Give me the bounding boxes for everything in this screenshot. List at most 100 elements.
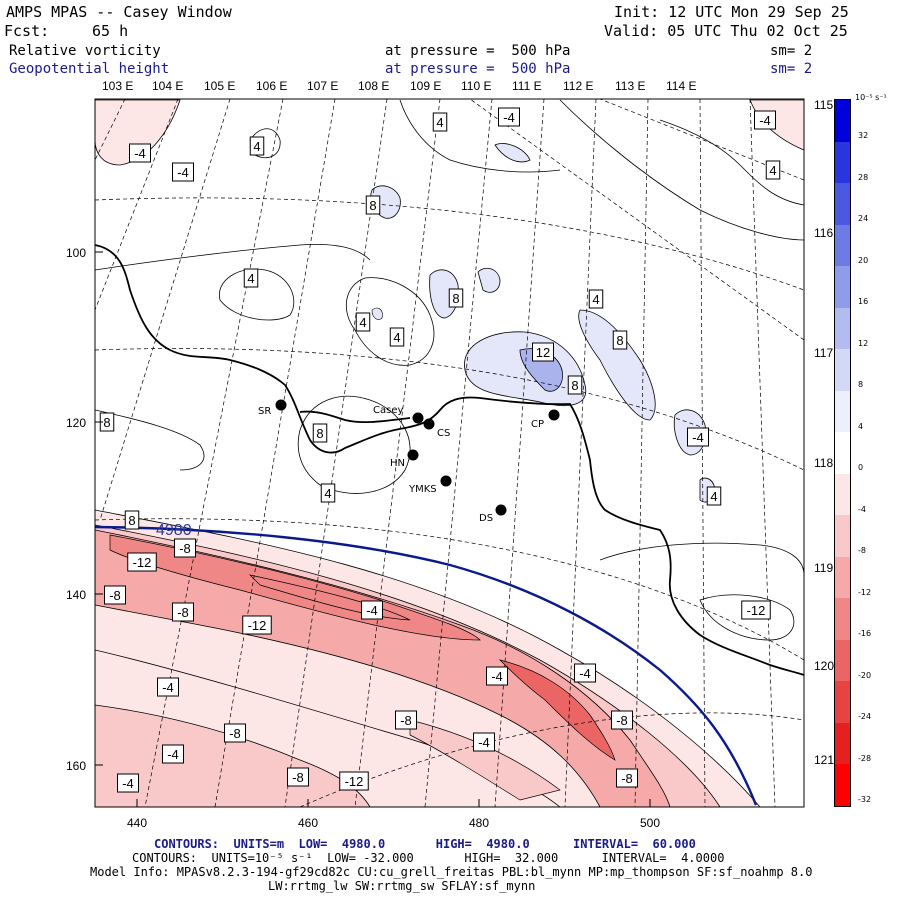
- vorticity-label-box: [242, 615, 272, 635]
- model-info: Model Info: MPASv8.2.3-194-gf29cd82c CU:…: [90, 865, 813, 879]
- vorticity-label: -4: [759, 113, 771, 128]
- vorticity-label: -8: [616, 713, 628, 728]
- station-label: DS: [479, 513, 493, 524]
- forecast-hours: 65 h: [92, 22, 129, 40]
- vorticity-label-box: [448, 288, 464, 308]
- bottom-axis-label: 480: [469, 816, 489, 830]
- colorbar-tick-label: -16: [858, 629, 872, 638]
- colorbar-tick-label: 16: [858, 297, 869, 306]
- colorbar-tick-label: -32: [858, 795, 872, 804]
- vorticity-label-box: [129, 143, 151, 163]
- vorticity-label: -4: [503, 110, 515, 125]
- vorticity-label-box: [616, 768, 638, 788]
- contours-height-info: CONTOURS: UNITS=m LOW= 4980.0 HIGH= 4980…: [154, 837, 696, 851]
- vorticity-label-box: [486, 666, 508, 686]
- vorticity-label-box: [243, 268, 259, 288]
- vorticity-label-box: [287, 767, 309, 787]
- colorbar-tick-label: 4: [858, 421, 864, 431]
- vorticity-label: -4: [491, 669, 503, 684]
- vorticity-label-box: [498, 107, 520, 127]
- colorbar-segment: [835, 639, 850, 682]
- station-label: HN: [390, 458, 405, 469]
- vorticity-label: 4: [253, 139, 260, 154]
- vorticity-label: 4: [592, 292, 599, 307]
- vorticity-label: -8: [229, 726, 241, 741]
- colorbar-segment: [835, 764, 850, 807]
- vorticity-label: -8: [292, 770, 304, 785]
- vorticity-label-box: [174, 538, 196, 558]
- station-marker: [548, 409, 560, 421]
- forecast-label: Fcst:: [4, 22, 50, 40]
- station-marker: [423, 418, 435, 430]
- colorbar-segment: [835, 307, 850, 350]
- vorticity-label-box: [432, 112, 448, 132]
- vorticity-label-box: [567, 375, 583, 395]
- top-longitude-label: 110 E: [461, 79, 492, 93]
- vorticity-label: -12: [133, 555, 152, 570]
- vorticity-label-box: [765, 160, 781, 180]
- vorticity-label-box: [389, 327, 405, 347]
- vorticity-label-box: [574, 663, 596, 683]
- vorticity-label-box: [172, 162, 194, 182]
- station-marker: [440, 475, 452, 487]
- field1-smoothing: sm= 2: [770, 43, 813, 59]
- colorbar-tick-label: 28: [858, 172, 869, 182]
- vorticity-label-box: [127, 552, 157, 572]
- top-longitude-label: 103 E: [102, 79, 134, 93]
- vorticity-label: 8: [571, 378, 578, 393]
- vorticity-label-box: [124, 510, 140, 530]
- bottom-axis-label: 460: [298, 816, 318, 830]
- station-label: CP: [531, 419, 544, 430]
- vorticity-label: 8: [452, 291, 459, 306]
- colorbar: [834, 99, 851, 807]
- vorticity-label: -4: [177, 165, 189, 180]
- vorticity-label-box: [395, 710, 417, 730]
- colorbar-segment: [835, 432, 850, 475]
- colorbar-tick-label: -8: [858, 546, 866, 555]
- vorticity-label: -4: [122, 776, 134, 791]
- colorbar-tick-label: -28: [858, 753, 872, 763]
- vorticity-label: -8: [179, 541, 191, 556]
- top-longitude-label: 107 E: [307, 79, 339, 93]
- colorbar-tick-label: -20: [858, 670, 872, 680]
- vorticity-label: 12: [536, 345, 550, 360]
- vorticity-label: -12: [248, 618, 267, 633]
- vorticity-label-box: [355, 312, 371, 332]
- vorticity-label-box: [117, 773, 139, 793]
- left-axis-label: 160: [66, 759, 86, 773]
- left-axis-label: 100: [66, 246, 86, 260]
- colorbar-segment: [835, 349, 850, 392]
- colorbar-segment: [835, 183, 850, 226]
- model-info-physics: LW:rrtmg_lw SW:rrtmg_sw SFLAY:sf_mynn: [268, 879, 536, 893]
- vorticity-label: 4: [324, 486, 331, 501]
- vorticity-label-box: [104, 585, 126, 605]
- bottom-axis-label: 440: [127, 816, 147, 830]
- vorticity-label: -4: [579, 666, 591, 681]
- colorbar-segment: [835, 224, 850, 267]
- field2-smoothing: sm= 2: [770, 61, 813, 77]
- station-marker: [412, 412, 424, 424]
- station-marker: [275, 399, 287, 411]
- vorticity-label: -4: [366, 603, 378, 618]
- valid-time: Valid: 05 UTC Thu 02 Oct 25: [604, 22, 848, 40]
- station-marker: [407, 449, 419, 461]
- vorticity-label-box: [365, 195, 381, 215]
- top-longitude-label: 105 E: [204, 79, 236, 93]
- colorbar-segment: [835, 515, 850, 558]
- station-label: SR: [258, 406, 271, 417]
- top-longitude-label: 109 E: [410, 79, 442, 93]
- vorticity-label-box: [361, 600, 383, 620]
- colorbar-tick-label: 0: [858, 463, 864, 472]
- height-contour-4980: [95, 525, 758, 806]
- top-longitude-label: 108 E: [358, 79, 390, 93]
- field2-name: Geopotential height: [9, 61, 170, 77]
- colorbar-tick-label: 12: [858, 338, 869, 348]
- vorticity-label: -12: [345, 774, 364, 789]
- colorbar-tick-label: 24: [858, 214, 869, 223]
- vorticity-label-box: [157, 677, 179, 697]
- vorticity-label-box: [706, 486, 722, 506]
- height-contour-label: 4980: [156, 522, 192, 539]
- vorticity-label: -4: [162, 680, 174, 695]
- top-longitude-label: 104 E: [152, 79, 184, 93]
- left-axis-label: 120: [66, 416, 86, 430]
